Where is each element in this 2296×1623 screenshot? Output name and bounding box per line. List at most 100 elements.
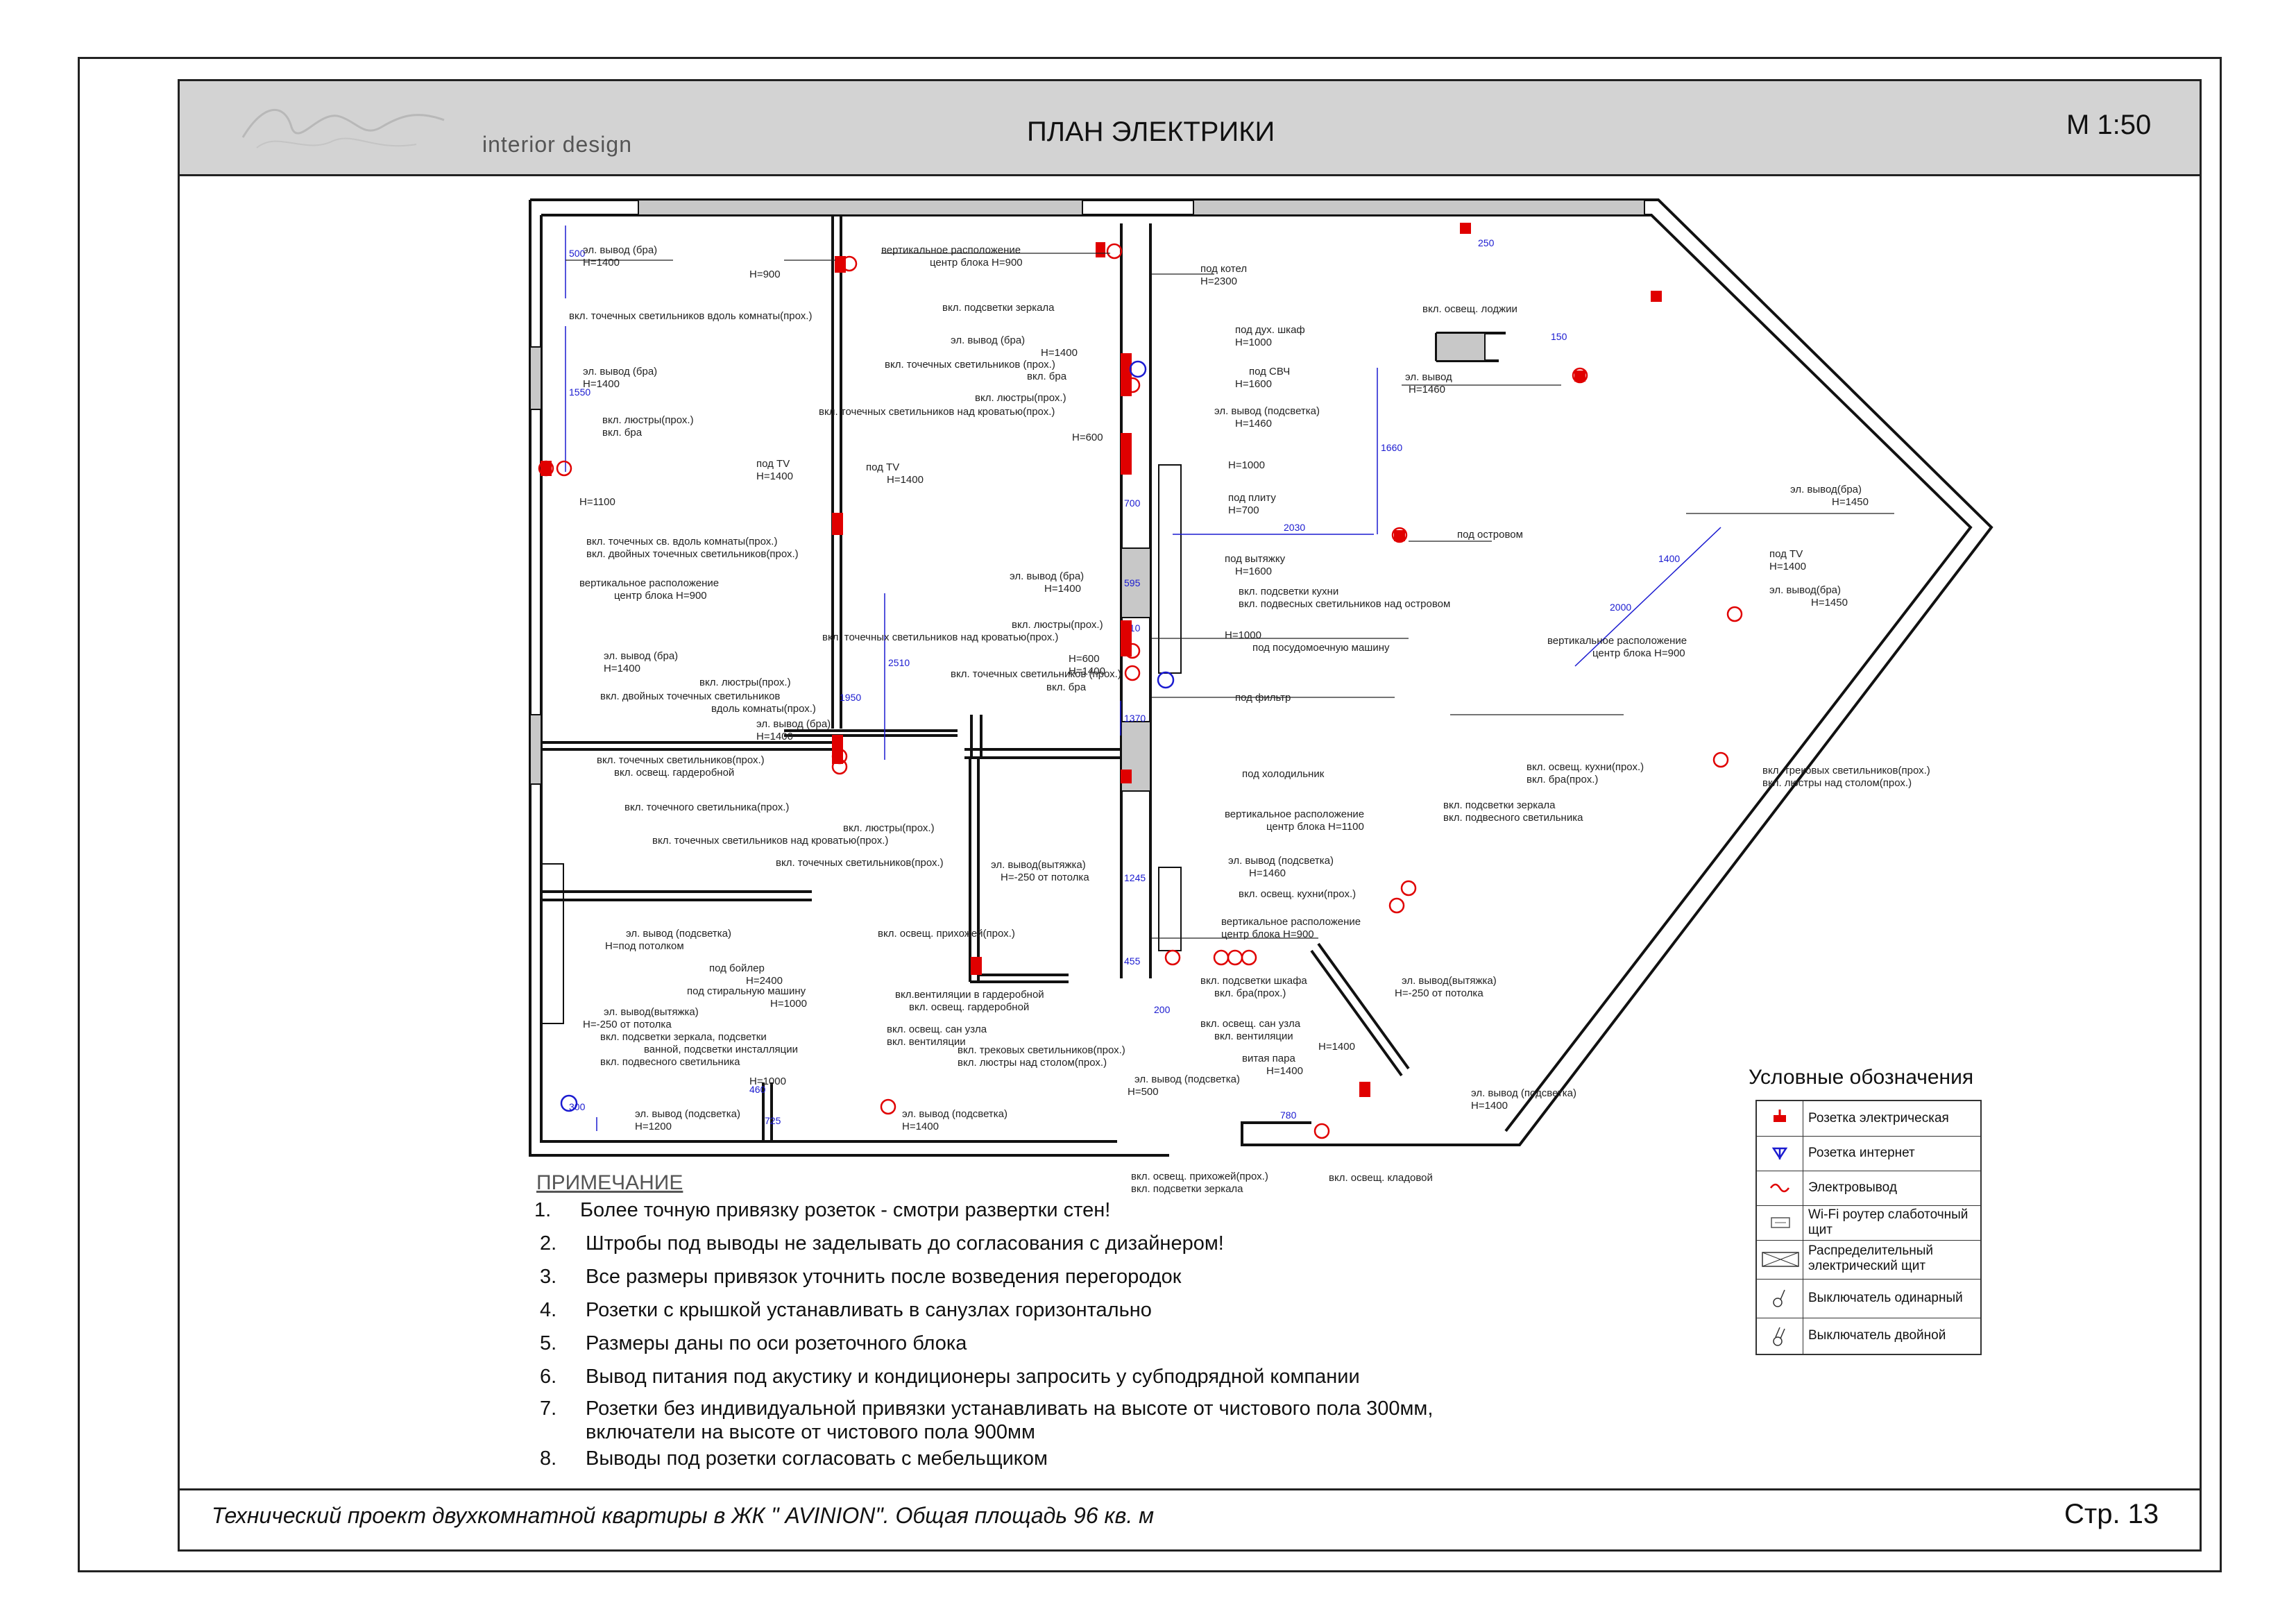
svg-text:725: 725: [765, 1115, 781, 1126]
svg-text:Н=1460: Н=1460: [1249, 867, 1286, 879]
svg-text:под бойлер: под бойлер: [709, 962, 765, 974]
svg-text:эл. вывод (бра): эл. вывод (бра): [604, 650, 678, 662]
internet-socket-icon: [1757, 1136, 1803, 1171]
svg-text:вкл. точечных св. вдоль комнат: вкл. точечных св. вдоль комнаты(прох.): [586, 536, 777, 547]
svg-text:Н=600: Н=600: [1069, 653, 1100, 665]
svg-text:под TV: под TV: [756, 458, 790, 470]
svg-text:вкл. точечных светильников вдо: вкл. точечных светильников вдоль комнаты…: [569, 310, 812, 322]
svg-text:вкл. освещ. гардеробной: вкл. освещ. гардеробной: [614, 767, 734, 779]
svg-text:1370: 1370: [1124, 713, 1146, 724]
sheet-inner-frame: [178, 79, 2202, 1552]
svg-text:Н=900: Н=900: [749, 269, 781, 280]
note-item: 5. Размеры даны по оси розеточного блока: [540, 1332, 967, 1354]
svg-text:Н=-250 от потолка: Н=-250 от потолка: [1395, 987, 1483, 999]
svg-text:2030: 2030: [1284, 522, 1305, 533]
svg-text:вертикальное расположение: вертикальное расположение: [1547, 635, 1687, 647]
svg-text:780: 780: [1280, 1110, 1297, 1121]
svg-text:Н=1400: Н=1400: [583, 257, 620, 269]
svg-text:460: 460: [749, 1084, 766, 1095]
svg-text:Н=1460: Н=1460: [1409, 384, 1445, 396]
svg-text:вкл. бра(прох.): вкл. бра(прох.): [1527, 774, 1598, 785]
svg-text:под стиральную машину: под стиральную машину: [687, 985, 806, 997]
svg-text:Н=1000: Н=1000: [749, 1076, 786, 1087]
svg-text:Н=1400: Н=1400: [604, 663, 640, 674]
svg-text:эл. вывод (бра): эл. вывод (бра): [583, 244, 657, 256]
double-switch-icon: [1757, 1318, 1803, 1354]
svg-text:вкл. подвесных светильников на: вкл. подвесных светильников над островом: [1239, 598, 1450, 610]
svg-text:Н=1400: Н=1400: [1266, 1065, 1303, 1077]
svg-text:Н=2400: Н=2400: [746, 975, 783, 987]
title-block-header: [180, 81, 2200, 176]
note-item: 8. Выводы под розетки согласовать с мебел…: [540, 1447, 1048, 1470]
svg-text:вкл. вентиляции: вкл. вентиляции: [887, 1036, 966, 1048]
svg-text:вкл. освещ. лоджии: вкл. освещ. лоджии: [1422, 303, 1517, 315]
svg-text:вкл. освещ. прихожей(прох.): вкл. освещ. прихожей(прох.): [1131, 1171, 1268, 1182]
leader-lines: [566, 253, 1894, 939]
window-openings: [529, 199, 1645, 792]
note-item: 6. Вывод питания под акустику и кондицион…: [540, 1366, 1360, 1388]
svg-text:эл. вывод (бра): эл. вывод (бра): [756, 718, 831, 730]
footer-divider: [180, 1488, 2200, 1490]
svg-text:ванной, подсветки инсталляции: ванной, подсветки инсталляции: [644, 1044, 798, 1055]
svg-text:1245: 1245: [1124, 872, 1146, 883]
page-title: ПЛАН ЭЛЕКТРИКИ: [1027, 117, 1275, 147]
svg-text:центр блока Н=900: центр блока Н=900: [614, 590, 707, 602]
svg-text:Н=1450: Н=1450: [1811, 597, 1848, 609]
svg-text:вертикальное расположение: вертикальное расположение: [1221, 916, 1361, 928]
svg-text:центр блока Н=900: центр блока Н=900: [1592, 647, 1685, 659]
svg-text:под TV: под TV: [866, 461, 899, 473]
svg-text:под фильтр: под фильтр: [1235, 692, 1291, 704]
svg-text:под котел: под котел: [1200, 263, 1247, 275]
svg-text:эл. вывод (бра): эл. вывод (бра): [1010, 570, 1084, 582]
svg-text:Н=1400: Н=1400: [1471, 1100, 1508, 1112]
svg-text:вкл. люстры(прох.): вкл. люстры(прох.): [602, 414, 694, 426]
svg-text:вкл. подсветки зеркала: вкл. подсветки зеркала: [942, 302, 1055, 314]
svg-text:вкл. точечных светильников(про: вкл. точечных светильников(прох.): [776, 857, 944, 869]
svg-text:вкл. точечных светильников над: вкл. точечных светильников над кроватью(…: [819, 406, 1055, 418]
svg-text:Н=-250 от потолка: Н=-250 от потолка: [583, 1019, 672, 1030]
svg-text:центр блока Н=1100: центр блока Н=1100: [1266, 821, 1364, 833]
svg-text:вкл. освещ. сан узла: вкл. освещ. сан узла: [887, 1023, 987, 1035]
svg-text:вкл. бра: вкл. бра: [1027, 371, 1067, 382]
legend-table: Розетка электрическая Розетка интернет Э…: [1755, 1100, 1982, 1355]
svg-text:центр блока Н=900: центр блока Н=900: [930, 257, 1023, 269]
svg-text:Н=1400: Н=1400: [1041, 347, 1078, 359]
svg-text:вкл. освещ. гардеробной: вкл. освещ. гардеробной: [909, 1001, 1029, 1013]
note-item: 3. Все размеры привязок уточнить после во…: [540, 1266, 1182, 1288]
outlet-circles: [538, 243, 1743, 1139]
socket-icon: [1757, 1101, 1803, 1136]
svg-text:вкл. подсветки зеркала, подсве: вкл. подсветки зеркала, подсветки: [600, 1031, 767, 1043]
svg-text:вкл. бра: вкл. бра: [1046, 681, 1087, 693]
svg-text:1660: 1660: [1381, 442, 1402, 453]
svg-text:200: 200: [1154, 1004, 1171, 1015]
svg-text:вкл. вентиляции: вкл. вентиляции: [1214, 1030, 1293, 1042]
svg-text:вкл. люстры(прох.): вкл. люстры(прох.): [843, 822, 935, 834]
svg-text:Н=1400: Н=1400: [1769, 561, 1806, 572]
electrical-outlet-icon: [1757, 1171, 1803, 1205]
svg-text:вкл. подсветки зеркала: вкл. подсветки зеркала: [1131, 1183, 1243, 1195]
legend-row: Выключатель одинарный: [1757, 1279, 1980, 1318]
svg-text:вкл. люстры(прох.): вкл. люстры(прох.): [1012, 619, 1103, 631]
svg-text:700: 700: [1124, 498, 1141, 509]
svg-text:эл. вывод (подсветка): эл. вывод (подсветка): [902, 1108, 1007, 1120]
svg-text:вкл. освещ. прихожей(прох.): вкл. освещ. прихожей(прох.): [878, 928, 1015, 940]
svg-text:вкл. освещ. кухни(прох.): вкл. освещ. кухни(прох.): [1239, 888, 1356, 900]
svg-text:455: 455: [1124, 955, 1141, 967]
legend-row: Розетка электрическая: [1757, 1101, 1980, 1137]
svg-text:вкл. точечных светильников(про: вкл. точечных светильников(прох.): [597, 754, 765, 766]
svg-text:вкл. точечных светильников над: вкл. точечных светильников над кроватью(…: [652, 835, 888, 847]
plan-text-labels: эл. вывод (бра) Н=1400 Н=900 вертикально…: [569, 244, 1930, 1195]
svg-text:Н=1400: Н=1400: [902, 1121, 939, 1132]
svg-text:эл. вывод (бра): эл. вывод (бра): [583, 366, 657, 377]
svg-text:эл. вывод(бра): эл. вывод(бра): [1790, 484, 1862, 495]
legend-row: Выключатель двойной: [1757, 1318, 1980, 1354]
svg-text:Н=1000: Н=1000: [1228, 459, 1265, 471]
note-item: включатели на высоте от чистового пола 9…: [586, 1421, 1035, 1443]
svg-text:вертикальное расположение: вертикальное расположение: [1225, 808, 1364, 820]
svg-text:вкл. освещ. сан узла: вкл. освещ. сан узла: [1200, 1018, 1301, 1030]
svg-text:вкл. бра: вкл. бра: [602, 427, 643, 439]
svg-text:вкл. люстры над столом(прох.): вкл. люстры над столом(прох.): [1762, 777, 1912, 789]
svg-text:вкл. точечных светильников (пр: вкл. точечных светильников (прох.): [951, 668, 1121, 680]
svg-text:под холодильник: под холодильник: [1242, 768, 1325, 780]
svg-text:Н=1400: Н=1400: [756, 470, 793, 482]
